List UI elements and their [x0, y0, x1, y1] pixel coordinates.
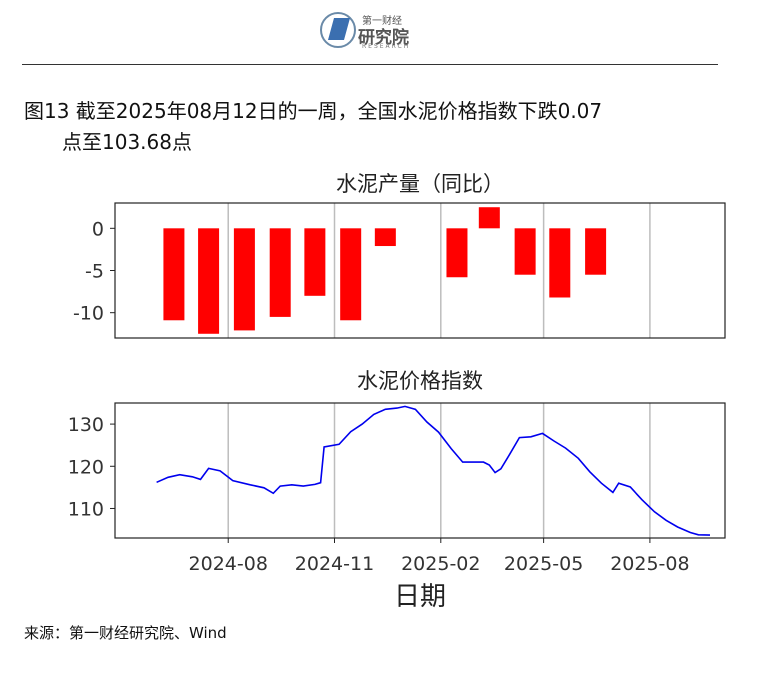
bar: [478, 207, 500, 229]
line-chart-title: 水泥价格指数: [357, 369, 483, 393]
bar: [514, 228, 536, 275]
y-tick-label: 130: [68, 414, 104, 436]
x-tick-label: 2025-08: [610, 553, 689, 575]
bar: [340, 228, 362, 321]
bar: [549, 228, 571, 298]
bar: [585, 228, 607, 275]
logo: 第一财经 研究院 RESEARCH: [318, 8, 428, 54]
caption-line-1: 图13 截至2025年08月12日的一周，全国水泥价格指数下跌0.07: [24, 99, 603, 123]
caption-line-2: 点至103.68点: [62, 130, 192, 154]
logo-emblem-icon: [320, 12, 356, 48]
bar-chart-title: 水泥产量（同比）: [336, 172, 504, 196]
bar: [446, 228, 468, 278]
y-tick-label: 110: [68, 498, 104, 520]
bar: [374, 228, 396, 247]
bar-chart-y-axis: 0 -5 -10: [73, 218, 115, 325]
bar: [304, 228, 326, 296]
logo-main-text: 研究院: [358, 28, 409, 48]
line-chart-frame: [114, 402, 726, 539]
bar: [163, 228, 185, 321]
bar-chart-frame: [114, 202, 726, 339]
bar: [198, 228, 220, 334]
y-tick-label: -5: [85, 261, 104, 283]
y-tick-label: 120: [68, 456, 104, 478]
line-chart-series: [156, 405, 711, 536]
x-tick-label: 2024-08: [189, 553, 268, 575]
y-tick-label: 0: [92, 218, 104, 240]
y-tick-label: -10: [73, 303, 104, 325]
bar: [233, 228, 255, 331]
logo-top-text: 第一财经: [362, 16, 402, 27]
bar-chart-gridlines: [227, 203, 651, 338]
line-chart-gridlines: [227, 403, 651, 538]
bar-chart-bars: [163, 207, 607, 334]
figure-caption: 图13 截至2025年08月12日的一周，全国水泥价格指数下跌0.07 点至10…: [24, 96, 724, 158]
x-tick-label: 2024-11: [295, 553, 374, 575]
logo-sub-text: RESEARCH: [362, 43, 411, 50]
source-note: 来源：第一财经研究院、Wind: [24, 624, 227, 642]
bar: [269, 228, 291, 317]
header-divider: [22, 64, 718, 65]
x-axis-label: 日期: [394, 582, 446, 612]
x-tick-label: 2025-02: [401, 553, 480, 575]
line-chart-x-axis: 2024-08 2024-11 2025-02 2025-05 2025-08: [189, 538, 690, 575]
x-tick-label: 2025-05: [504, 553, 583, 575]
line-chart-y-axis: 110 120 130: [68, 414, 115, 520]
